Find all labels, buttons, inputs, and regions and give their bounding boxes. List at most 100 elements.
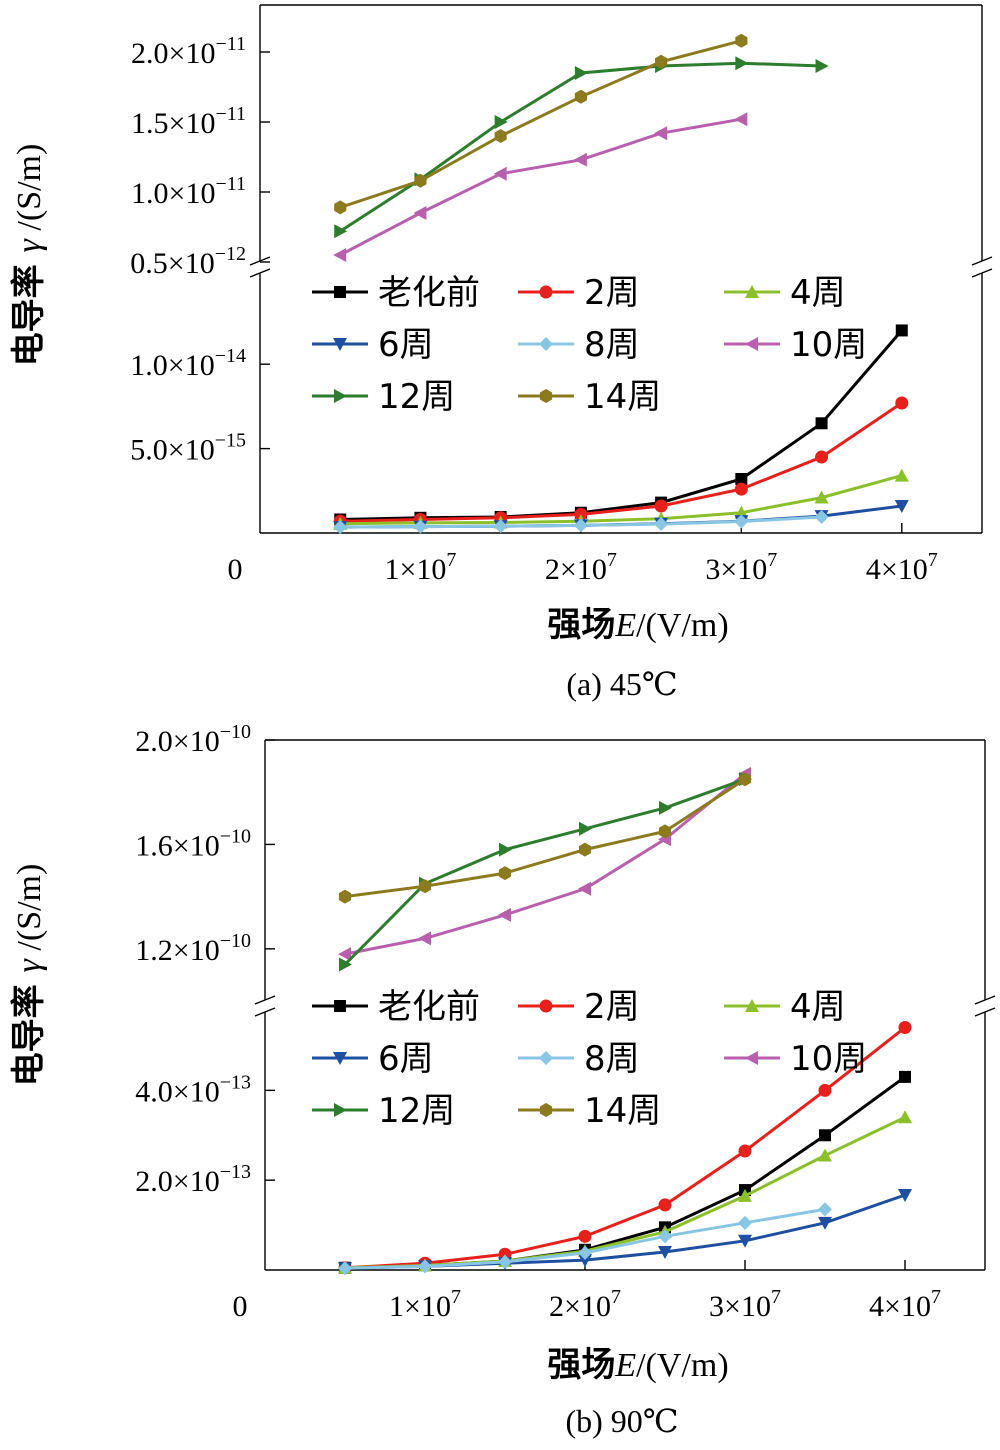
data-point [574, 89, 587, 104]
series-line [344, 777, 746, 899]
legend-marker [745, 337, 758, 351]
series-8 [338, 772, 752, 904]
legend-marker [334, 1103, 347, 1117]
series-line [344, 1193, 906, 1270]
series-8 [334, 33, 748, 215]
data-point [735, 472, 748, 485]
legend-item: 14周 [518, 1091, 661, 1131]
data-point [898, 1020, 912, 1034]
legend-marker [334, 286, 346, 298]
y-axis-title: 电导率 γ /(S/m) [9, 864, 49, 1087]
data-point [413, 519, 428, 534]
data-point [338, 889, 352, 904]
data-point [658, 1246, 672, 1260]
panel-caption: (b) 90℃ [565, 1403, 678, 1439]
y-tick-label: 2.0×10−13 [135, 1161, 251, 1198]
axis-break-mark [249, 256, 271, 266]
legend-item: 4周 [724, 987, 846, 1027]
data-point [738, 1144, 752, 1158]
series-5 [333, 509, 829, 535]
data-point [418, 1259, 432, 1274]
legend-label: 10周 [790, 325, 867, 365]
legend-item: 2周 [518, 273, 640, 313]
axis-break-mark [254, 1007, 276, 1017]
data-point [494, 115, 508, 129]
data-point [338, 947, 351, 962]
legend-item: 8周 [518, 1039, 640, 1079]
legend-item: 10周 [724, 1039, 867, 1079]
series-line [339, 61, 822, 233]
data-point [735, 56, 749, 71]
data-point [815, 417, 828, 430]
data-point [574, 66, 588, 80]
legend-item: 12周 [312, 1091, 455, 1131]
data-point [498, 866, 512, 881]
series-line [340, 474, 903, 526]
series-line [339, 39, 742, 209]
legend-marker [334, 389, 347, 403]
data-point [898, 1110, 912, 1124]
panel-caption: (a) 45℃ [566, 666, 677, 702]
legend-label: 老化前 [378, 273, 480, 313]
data-point [894, 468, 909, 482]
x-tick-label: 1×107 [384, 549, 456, 586]
legend-item: 2周 [518, 987, 640, 1027]
legend-label: 12周 [378, 1091, 455, 1131]
data-point [898, 1189, 912, 1203]
legend-item: 10周 [724, 325, 867, 365]
legend-label: 2周 [584, 273, 640, 313]
legend-marker [745, 999, 759, 1012]
x-tick-label: 3×107 [709, 1286, 781, 1323]
data-point [573, 152, 587, 167]
data-point [413, 206, 427, 220]
data-point [734, 514, 749, 529]
data-point [899, 1070, 911, 1083]
legend-label: 14周 [584, 1091, 661, 1131]
y-tick-label: 1.0×10−11 [131, 173, 246, 210]
data-point [735, 33, 748, 48]
data-point [814, 509, 829, 524]
data-point [339, 957, 352, 972]
series-line [344, 1026, 906, 1270]
axis-break-mark [249, 268, 271, 278]
y-tick-label: 2.0×10−10 [135, 721, 251, 758]
x-tick-label: 4×107 [869, 1286, 941, 1323]
data-point [815, 59, 829, 73]
legend-label: 14周 [584, 377, 661, 417]
data-point [334, 200, 347, 215]
legend: 老化前 2周 4周 6周 8周 10周 12周 14周 [312, 273, 867, 417]
data-point [734, 112, 748, 127]
legend-marker [745, 1051, 758, 1065]
data-point [499, 842, 512, 857]
y-tick-label: 2.0×10−11 [131, 33, 246, 70]
series-line [339, 117, 742, 257]
data-point [658, 1229, 672, 1244]
legend: 老化前 2周 4周 6周 8周 10周 12周 14周 [312, 987, 867, 1131]
legend-label: 10周 [790, 1039, 867, 1079]
x-tick-label-zero: 0 [228, 553, 243, 586]
y-tick-label: 0.5×10−12 [130, 243, 246, 280]
x-tick-label: 2×107 [545, 549, 617, 586]
data-point [734, 482, 748, 496]
data-point [654, 499, 668, 513]
legend-marker [539, 285, 553, 299]
data-point [819, 1129, 831, 1142]
data-point [818, 1216, 832, 1230]
legend-marker [539, 389, 553, 403]
legend-marker [333, 1052, 347, 1065]
data-point [818, 1083, 832, 1097]
data-point [418, 931, 431, 946]
data-point [333, 248, 347, 262]
data-point [333, 520, 348, 535]
data-point [815, 450, 829, 464]
legend-label: 8周 [584, 325, 640, 365]
x-axis-title: 强场E/(V/m) [547, 605, 728, 645]
data-point [654, 517, 669, 532]
legend-label: 12周 [378, 377, 455, 417]
data-point [498, 907, 511, 922]
data-point [814, 490, 829, 504]
axis-break-mark [974, 1007, 996, 1017]
data-point [738, 772, 752, 787]
legend-marker [539, 1103, 553, 1117]
data-point [895, 324, 908, 337]
